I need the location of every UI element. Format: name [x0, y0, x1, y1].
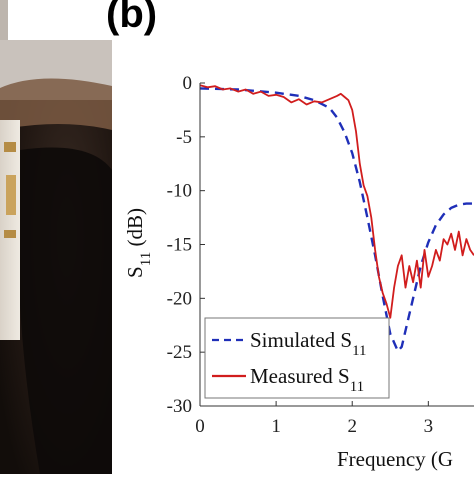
y-tick-label: -20	[167, 288, 192, 309]
y-axis-label-main: S	[123, 266, 147, 278]
x-axis-label: Frequency (G	[337, 447, 453, 471]
y-tick-label: -10	[167, 181, 192, 202]
x-tick-label: 0	[195, 416, 205, 437]
legend-box	[204, 317, 390, 399]
legend-label-measured: Measured S11	[250, 364, 364, 395]
legend-label-simulated-main: Simulated S	[250, 328, 352, 352]
x-tick-label: 3	[424, 416, 434, 437]
antenna-card	[0, 120, 20, 340]
y-tick-label: -30	[167, 396, 192, 417]
legend-label-measured-main: Measured S	[250, 364, 350, 388]
plot-area	[199, 84, 474, 353]
y-tick-label: -15	[167, 235, 192, 256]
y-tick-label: 0	[183, 73, 193, 94]
axes	[199, 82, 474, 407]
series-simulated-line	[199, 87, 474, 353]
series-measured-line	[199, 84, 474, 319]
y-axis-label-unit: (dB)	[123, 208, 147, 252]
y-axis-label: S11 (dB)	[123, 208, 154, 278]
legend-label-simulated: Simulated S11	[250, 328, 367, 359]
x-tick-labels: 0 1 2 3	[195, 416, 433, 437]
legend: Simulated S11 Measured S11	[204, 317, 390, 399]
legend-label-measured-sub: 11	[350, 379, 364, 395]
x-tick-label: 2	[347, 416, 357, 437]
y-tick-label: -25	[167, 342, 192, 363]
y-tick-label: -5	[176, 127, 192, 148]
x-tick-label: 1	[271, 416, 281, 437]
y-tick-labels: 0 -5 -10 -15 -20 -25 -30	[167, 73, 192, 417]
y-axis-label-sub: 11	[138, 252, 154, 266]
panel-label: (b)	[106, 0, 158, 36]
legend-label-simulated-sub: 11	[352, 343, 366, 359]
